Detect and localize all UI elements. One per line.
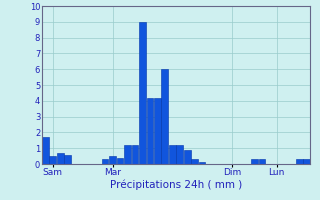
Bar — [109, 156, 116, 164]
Bar — [102, 159, 108, 164]
Bar — [50, 156, 56, 164]
Bar — [259, 159, 265, 164]
Bar — [147, 98, 153, 164]
Bar — [199, 162, 205, 164]
Bar — [139, 22, 146, 164]
Bar — [296, 159, 302, 164]
Bar — [184, 150, 190, 164]
Bar — [42, 137, 49, 164]
Bar — [57, 153, 64, 164]
Bar — [116, 158, 123, 164]
Bar — [176, 145, 183, 164]
Bar — [251, 159, 258, 164]
Bar — [132, 145, 138, 164]
X-axis label: Précipitations 24h ( mm ): Précipitations 24h ( mm ) — [110, 180, 242, 190]
Bar — [191, 159, 198, 164]
Bar — [161, 69, 168, 164]
Bar — [124, 145, 131, 164]
Bar — [169, 145, 176, 164]
Bar — [64, 155, 71, 164]
Bar — [303, 159, 310, 164]
Bar — [154, 98, 161, 164]
